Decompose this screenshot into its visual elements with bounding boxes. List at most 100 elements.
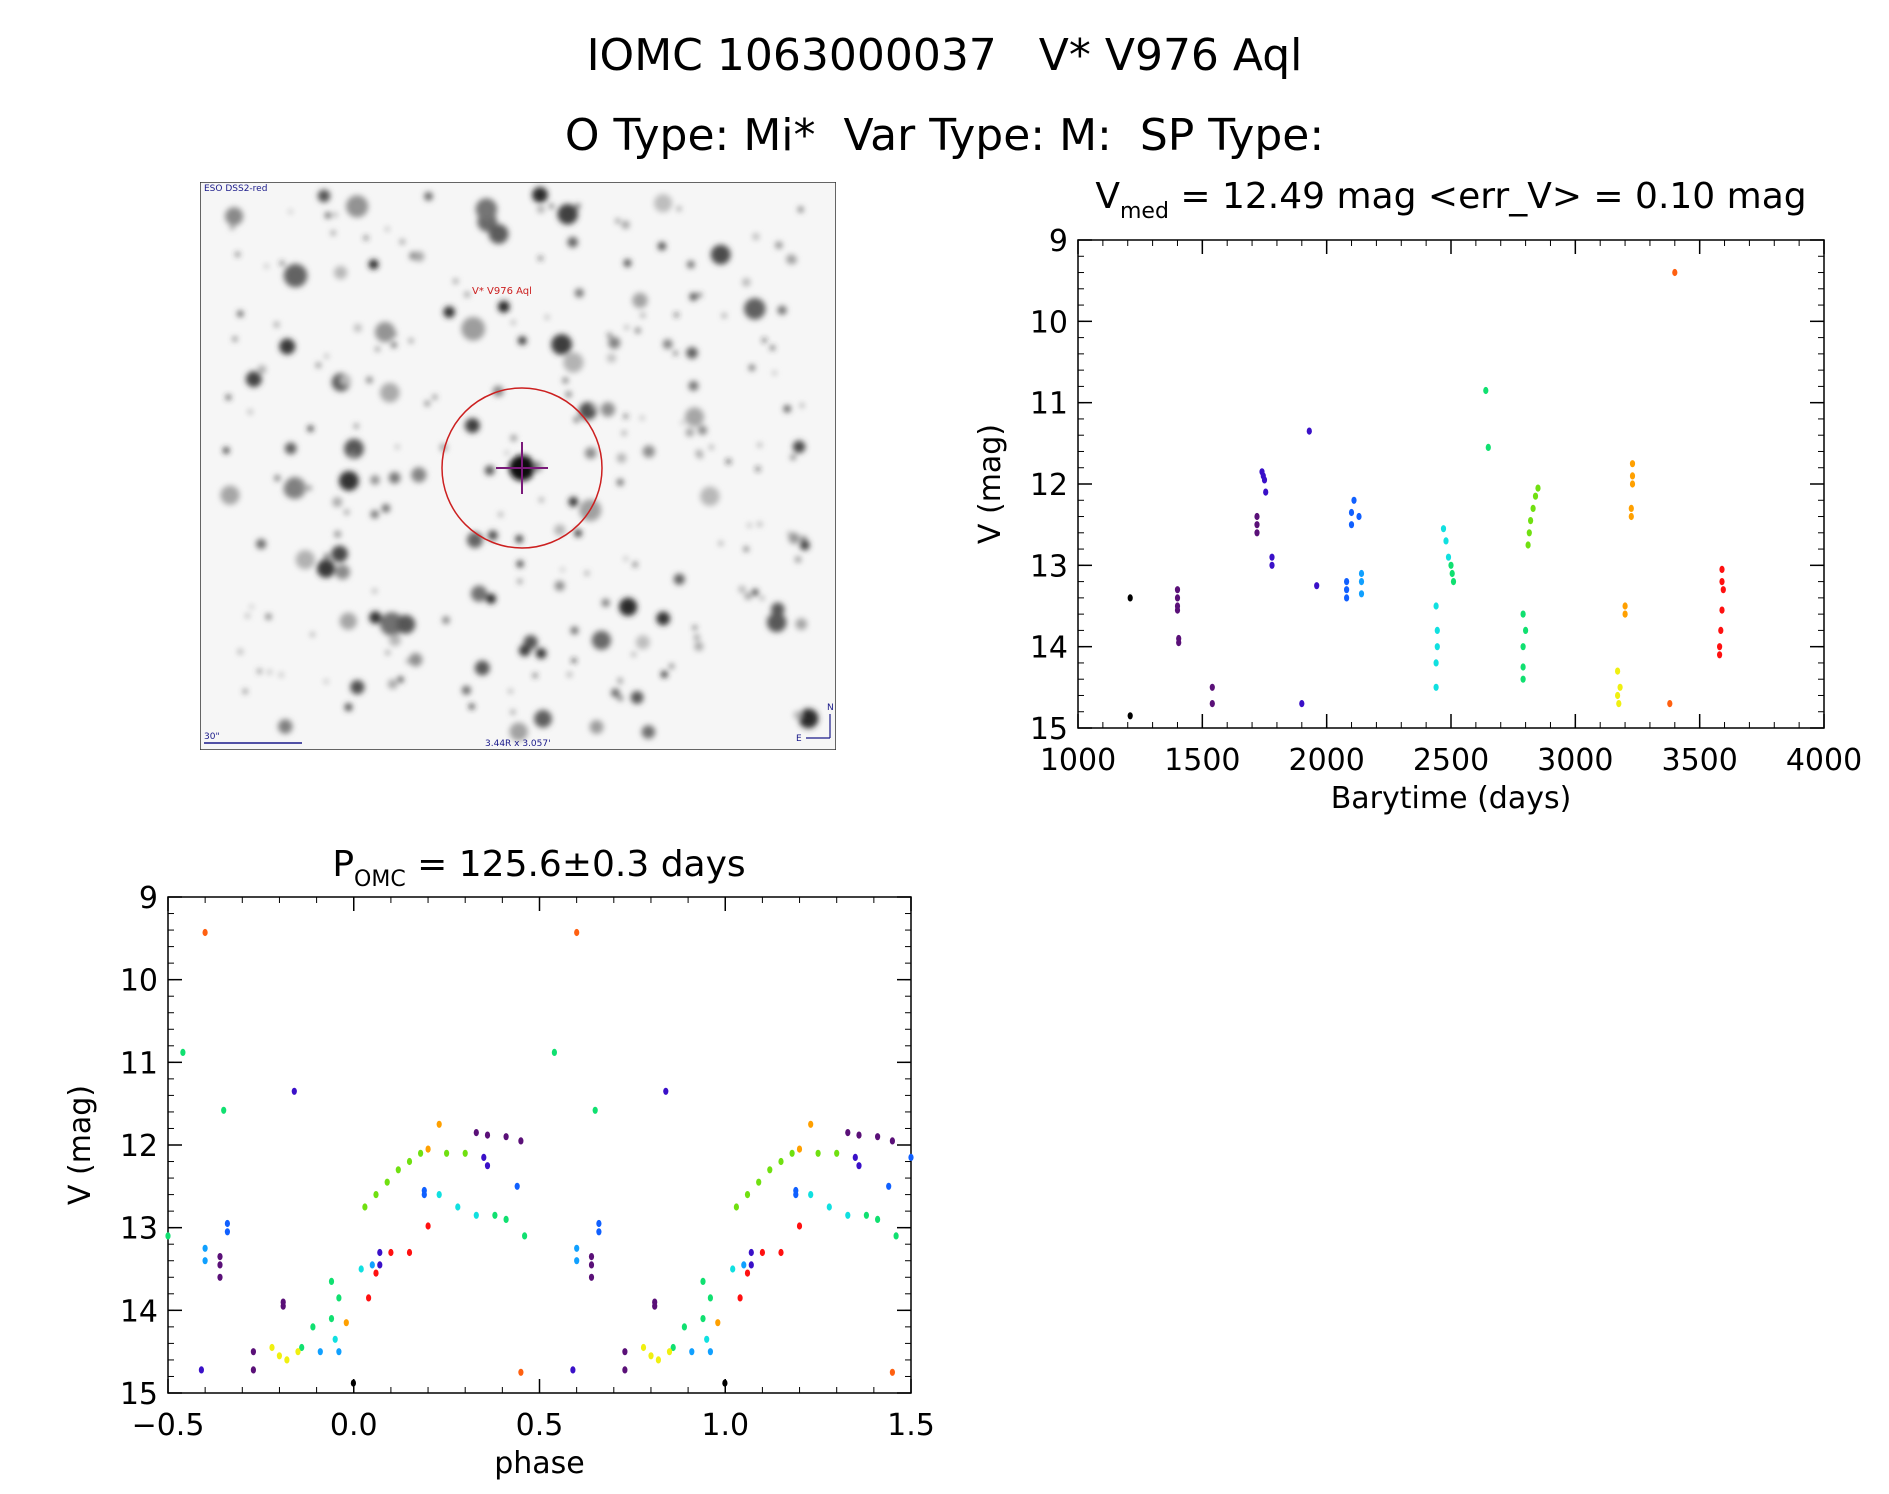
phase_curve-y-tick-label: 14 bbox=[120, 1294, 158, 1329]
star bbox=[574, 288, 584, 298]
phase_curve-data-point bbox=[492, 1211, 498, 1219]
light_curve-data-point bbox=[1358, 569, 1365, 578]
light_curve-data-point bbox=[1629, 472, 1636, 480]
phase_curve-data-point bbox=[373, 1191, 379, 1199]
phase_curve-data-point bbox=[748, 1261, 754, 1269]
star bbox=[567, 236, 578, 248]
star bbox=[680, 420, 685, 425]
phase_curve-data-point bbox=[889, 1368, 896, 1376]
phase_curve-data-point bbox=[570, 1366, 576, 1374]
star bbox=[788, 532, 800, 544]
phase_curve-data-point bbox=[473, 1129, 479, 1137]
light_curve-data-point bbox=[1617, 683, 1623, 691]
star bbox=[762, 338, 767, 343]
star bbox=[453, 278, 459, 284]
star bbox=[792, 440, 806, 454]
star bbox=[793, 711, 802, 720]
star bbox=[744, 592, 752, 600]
star bbox=[353, 324, 362, 332]
light_curve-data-point bbox=[1127, 712, 1133, 720]
star bbox=[368, 259, 379, 270]
light_curve-x-axis-label: Barytime (days) bbox=[1331, 781, 1572, 816]
star bbox=[237, 649, 243, 655]
star bbox=[660, 671, 668, 678]
phase_curve-data-point bbox=[425, 1222, 431, 1230]
star bbox=[225, 394, 231, 400]
star bbox=[755, 466, 761, 472]
phase_curve-data-point bbox=[484, 1131, 491, 1139]
light_curve-data-point bbox=[1615, 667, 1621, 675]
phase_curve-data-point bbox=[418, 1149, 424, 1157]
star bbox=[278, 719, 293, 734]
star bbox=[616, 478, 624, 486]
light_curve-data-point bbox=[1174, 606, 1181, 614]
star bbox=[432, 395, 437, 400]
star bbox=[468, 703, 475, 710]
star bbox=[748, 364, 755, 371]
star bbox=[697, 293, 702, 297]
star bbox=[485, 593, 497, 604]
phase_curve-data-point bbox=[707, 1294, 714, 1302]
phase_curve-data-point bbox=[778, 1248, 784, 1257]
star bbox=[775, 241, 783, 249]
light_curve-data-point bbox=[1254, 521, 1260, 529]
north-label: N bbox=[827, 703, 834, 713]
phase_curve-title-sub: OMC bbox=[354, 867, 406, 892]
light_curve-y-tick-label: 14 bbox=[1030, 631, 1068, 666]
light_curve-data-point bbox=[1434, 643, 1440, 651]
phase_curve-data-point bbox=[455, 1203, 461, 1211]
star bbox=[772, 371, 777, 375]
phase_curve-data-point bbox=[406, 1248, 413, 1257]
phase_curve-data-point bbox=[358, 1265, 364, 1273]
star bbox=[389, 634, 401, 647]
phase_curve-data-point bbox=[165, 1232, 171, 1240]
star bbox=[742, 278, 751, 287]
star bbox=[539, 497, 544, 502]
star bbox=[257, 669, 262, 674]
phase_curve-data-point bbox=[310, 1323, 316, 1331]
phase_curve-data-point bbox=[462, 1149, 468, 1157]
star bbox=[464, 291, 470, 298]
star bbox=[344, 509, 350, 515]
light_curve-data-point bbox=[1348, 521, 1355, 529]
light_curve-data-point bbox=[1523, 626, 1529, 635]
phase_curve-data-point bbox=[622, 1366, 628, 1374]
star bbox=[607, 353, 616, 363]
light_curve-x-tick-label: 3500 bbox=[1661, 743, 1737, 778]
star bbox=[409, 653, 423, 667]
phase_curve-data-point bbox=[681, 1323, 688, 1331]
light_curve-data-point bbox=[1261, 476, 1268, 484]
star bbox=[247, 409, 253, 415]
star bbox=[615, 218, 620, 224]
star-field bbox=[220, 187, 819, 741]
star bbox=[635, 635, 650, 650]
phase_curve-data-point bbox=[808, 1120, 814, 1128]
star bbox=[256, 538, 267, 550]
phase_curve-data-point bbox=[715, 1319, 721, 1327]
star bbox=[674, 312, 679, 317]
phase_curve-data-point bbox=[317, 1348, 323, 1356]
phase_curve-data-point bbox=[388, 1248, 394, 1257]
star bbox=[443, 306, 455, 318]
phase_curve-data-point bbox=[596, 1228, 602, 1236]
star bbox=[640, 313, 646, 318]
phase_curve-data-point bbox=[522, 1232, 528, 1240]
light_curve-data-point bbox=[1616, 700, 1622, 708]
star bbox=[616, 453, 627, 463]
star bbox=[584, 447, 597, 459]
phase_curve-data-point bbox=[284, 1356, 290, 1364]
phase_curve-data-point bbox=[444, 1149, 450, 1157]
star bbox=[722, 313, 727, 318]
star bbox=[621, 220, 630, 229]
star bbox=[570, 626, 579, 635]
star bbox=[274, 475, 281, 481]
star bbox=[799, 540, 810, 551]
light_curve-data-point bbox=[1445, 553, 1452, 561]
star bbox=[697, 453, 703, 459]
phase_curve-data-point bbox=[276, 1352, 282, 1360]
phase_curve-plot-frame bbox=[167, 896, 912, 1394]
star bbox=[685, 428, 694, 437]
survey-label: ESO DSS2-red bbox=[204, 184, 267, 194]
light_curve-data-point bbox=[1269, 561, 1275, 569]
phase_curve-data-point bbox=[741, 1261, 747, 1269]
